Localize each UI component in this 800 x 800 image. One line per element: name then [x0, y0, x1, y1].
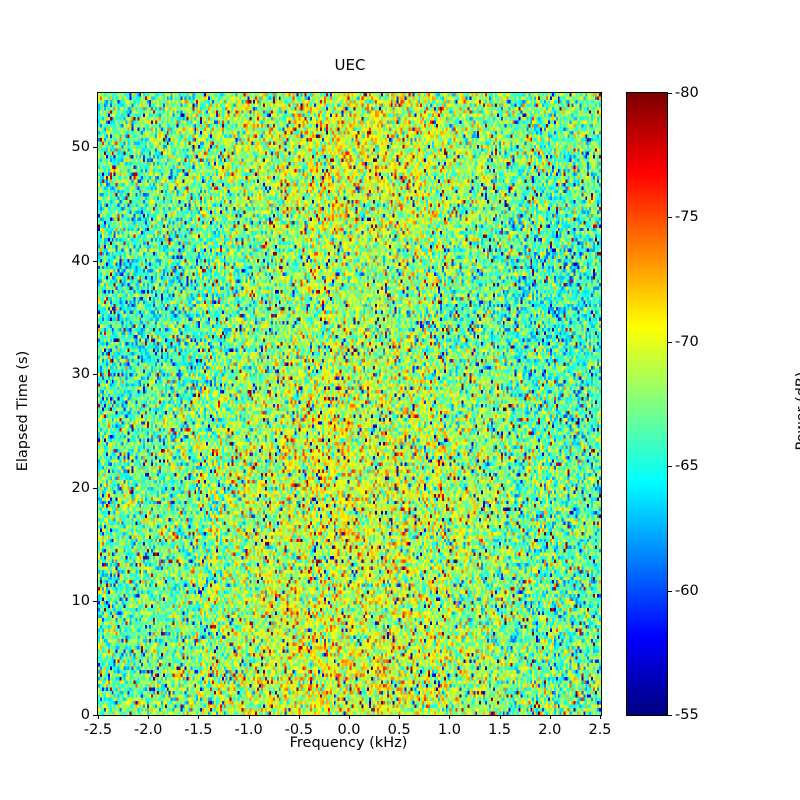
- colorbar-gradient: [627, 93, 667, 715]
- x-tick-label: 1.0: [437, 722, 461, 738]
- colorbar-tick-mark: [668, 715, 672, 716]
- x-tick-mark: [148, 715, 150, 719]
- y-tick-mark: [93, 147, 97, 149]
- colorbar-tick-label: -70: [675, 333, 699, 350]
- x-tick-label: -0.5: [284, 722, 313, 738]
- x-tick-mark: [349, 715, 350, 719]
- x-tick-mark: [399, 715, 401, 719]
- spectrogram-plot-area: [97, 92, 602, 716]
- colorbar-tick-mark: [668, 341, 672, 343]
- y-axis-label: Elapsed Time (s): [15, 350, 31, 472]
- x-tick-mark: [499, 715, 501, 719]
- x-tick-label: -2.5: [83, 722, 113, 738]
- colorbar-tick-label: -75: [675, 209, 699, 226]
- colorbar-tick-label: -60: [675, 582, 699, 599]
- y-tick-label: 40: [71, 252, 90, 269]
- x-tick-label: 2.5: [588, 722, 612, 738]
- y-tick-mark: [93, 601, 97, 603]
- colorbar: [626, 92, 668, 716]
- x-tick-mark: [549, 715, 551, 719]
- x-tick-mark: [248, 715, 250, 719]
- spectrogram-image: [98, 93, 601, 715]
- x-tick-label: 1.5: [488, 722, 512, 738]
- colorbar-tick-mark: [668, 93, 672, 94]
- x-tick-label: -1.5: [184, 722, 213, 738]
- x-tick-label: -1.0: [234, 722, 263, 738]
- y-tick-mark: [93, 487, 97, 489]
- y-tick-mark: [93, 374, 97, 376]
- x-tick-mark: [98, 715, 99, 719]
- colorbar-tick-mark: [668, 217, 672, 219]
- y-tick-label: 0: [80, 707, 90, 723]
- colorbar-tick-mark: [668, 590, 672, 592]
- colorbar-tick-label: -65: [675, 458, 699, 475]
- x-tick-mark: [600, 715, 601, 719]
- colorbar-label: Power (dB): [794, 371, 800, 451]
- x-tick-label: 2.0: [538, 722, 562, 738]
- x-tick-label: 0.0: [337, 722, 361, 738]
- y-tick-mark: [93, 715, 97, 716]
- title-line-device: UEC: [334, 56, 366, 74]
- x-tick-label: -2.0: [134, 722, 163, 738]
- x-tick-mark: [449, 715, 451, 719]
- x-tick-mark: [198, 715, 200, 719]
- x-tick-label: 0.5: [387, 722, 411, 738]
- colorbar-tick-mark: [668, 466, 672, 468]
- x-axis-label: Frequency (kHz): [289, 735, 408, 751]
- y-tick-label: 50: [71, 139, 90, 156]
- colorbar-tick-label: -80: [675, 85, 699, 101]
- y-tick-label: 10: [71, 593, 90, 610]
- x-tick-mark: [298, 715, 300, 719]
- y-tick-mark: [93, 260, 97, 262]
- y-tick-label: 20: [71, 479, 90, 496]
- colorbar-tick-label: -55: [675, 707, 699, 723]
- y-tick-label: 30: [71, 366, 90, 383]
